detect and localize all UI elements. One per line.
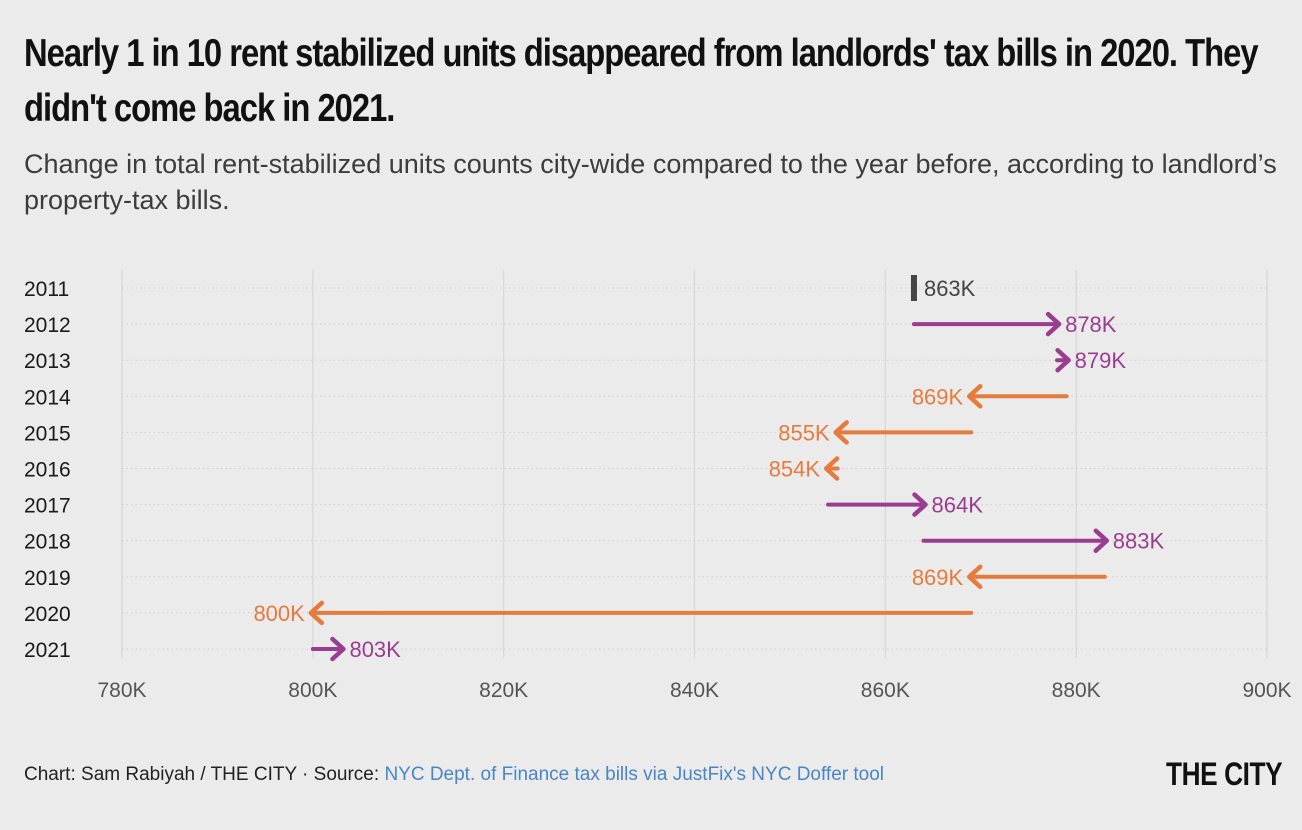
x-tick-label-900k: 900K xyxy=(1242,679,1291,702)
year-label-2021: 2021 xyxy=(24,639,71,662)
value-label-2018: 883K xyxy=(1113,529,1165,554)
x-tick-label-880k: 880K xyxy=(1052,679,1101,702)
year-label-2019: 2019 xyxy=(24,567,71,590)
arrow-head-2013 xyxy=(1055,347,1071,373)
year-label-2011: 2011 xyxy=(24,278,69,301)
value-label-2016: 854K xyxy=(769,457,821,482)
chart-title-text: Nearly 1 in 10 rent stabilized units dis… xyxy=(24,32,1259,130)
arrow-head-2014 xyxy=(966,384,983,409)
baseline-mark-2011 xyxy=(910,275,917,301)
value-label-2017: 864K xyxy=(932,493,984,518)
x-tick-label-840k: 840K xyxy=(670,679,719,702)
value-label-2015: 855K xyxy=(778,420,830,445)
arrow-head-2019 xyxy=(966,564,983,590)
the-city-logo[interactable]: THE CITY xyxy=(1166,756,1283,792)
chart-title: Nearly 1 in 10 rent stabilized units dis… xyxy=(24,26,1259,136)
value-label-2014: 869K xyxy=(912,384,964,409)
x-tick-label-820k: 820K xyxy=(479,679,528,702)
year-label-2018: 2018 xyxy=(24,531,71,554)
year-labels: 2011 2012 2013 2014 2015 2016 2017 2018 2019 2020… xyxy=(24,278,71,662)
year-label-2015: 2015 xyxy=(24,422,71,445)
arrow-marks xyxy=(308,275,1110,662)
x-tick-label-860k: 860K xyxy=(861,679,910,702)
chart-credit: Chart: Sam Rabiyah / THE CITY · Source: xyxy=(24,764,385,785)
source-link[interactable]: NYC Dept. of Finance tax bills via JustF… xyxy=(384,764,885,785)
value-labels: 863K 878K 879K 869K 855K 854K 864K 883K 869K 800K… xyxy=(253,276,1164,662)
arrow-head-2021 xyxy=(330,636,346,662)
x-tick-label-780k: 780K xyxy=(97,679,146,702)
arrow-head-2015 xyxy=(833,420,849,445)
arrow-head-2017 xyxy=(912,492,928,517)
value-label-2019: 869K xyxy=(912,565,964,590)
arrow-head-2016 xyxy=(823,456,840,481)
value-label-2020: 800K xyxy=(253,601,305,626)
arrow-chart: 2011 2012 2013 2014 2015 2016 2017 2018 2019 2020… xyxy=(24,270,1292,702)
year-label-2012: 2012 xyxy=(24,314,71,337)
value-label-2011: 863K xyxy=(924,276,976,301)
value-label-2012: 878K xyxy=(1065,312,1117,337)
chart-subtitle: Change in total rent-stabilized units co… xyxy=(24,149,1277,215)
x-tick-label-800k: 800K xyxy=(288,679,337,702)
arrow-head-2020 xyxy=(308,600,325,626)
year-label-2016: 2016 xyxy=(24,459,71,482)
year-label-2013: 2013 xyxy=(24,350,71,373)
x-axis-ticks: 780K 800K 820K 840K 860K 880K 900K xyxy=(97,679,1291,702)
year-label-2014: 2014 xyxy=(24,386,71,409)
year-label-2020: 2020 xyxy=(24,603,71,626)
year-label-2017: 2017 xyxy=(24,495,71,518)
arrow-head-2012 xyxy=(1045,311,1062,337)
value-label-2021: 803K xyxy=(349,637,401,662)
arrow-head-2018 xyxy=(1093,528,1110,553)
chart-footer: Chart: Sam Rabiyah / THE CITY · Source: … xyxy=(24,764,884,786)
gridlines xyxy=(121,270,1268,658)
value-label-2013: 879K xyxy=(1075,348,1127,373)
